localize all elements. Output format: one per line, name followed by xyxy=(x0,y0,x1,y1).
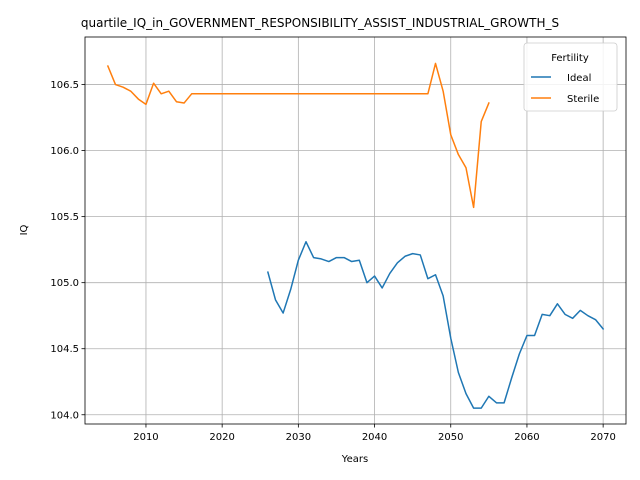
x-tick-label: 2050 xyxy=(438,432,463,443)
chart-title: quartile_IQ_in_GOVERNMENT_RESPONSIBILITY… xyxy=(81,16,559,30)
plot-frame xyxy=(84,36,627,425)
y-tick-label: 104.0 xyxy=(50,410,79,421)
x-tick-label: 2070 xyxy=(590,432,615,443)
legend-label-ideal: Ideal xyxy=(567,73,591,84)
y-axis-label: IQ xyxy=(19,224,30,235)
y-tick-label: 106.0 xyxy=(50,146,79,157)
x-tick-label: 2020 xyxy=(209,432,234,443)
grid-lines xyxy=(85,37,626,424)
series-line-ideal xyxy=(266,240,605,409)
y-tick-label: 105.0 xyxy=(50,278,79,289)
y-tick-label: 104.5 xyxy=(50,344,79,355)
legend-box xyxy=(523,42,618,112)
legend: Fertility Ideal Sterile xyxy=(523,42,618,112)
legend-title: Fertility xyxy=(551,53,589,64)
x-axis-label: Years xyxy=(341,454,368,465)
x-tick-label: 2010 xyxy=(133,432,158,443)
x-tick-label: 2040 xyxy=(362,432,387,443)
y-tick-label: 106.5 xyxy=(50,80,79,91)
x-axis-ticks: 2010 2020 2030 2040 2050 2060 2070 xyxy=(133,424,616,443)
y-tick-label: 105.5 xyxy=(50,212,79,223)
legend-label-sterile: Sterile xyxy=(567,94,599,105)
x-tick-label: 2030 xyxy=(286,432,311,443)
series-lines xyxy=(106,62,605,409)
series-line-sterile xyxy=(106,62,490,209)
y-axis-ticks: 104.0 104.5 105.0 105.5 106.0 106.5 xyxy=(50,80,85,421)
x-tick-label: 2060 xyxy=(514,432,539,443)
